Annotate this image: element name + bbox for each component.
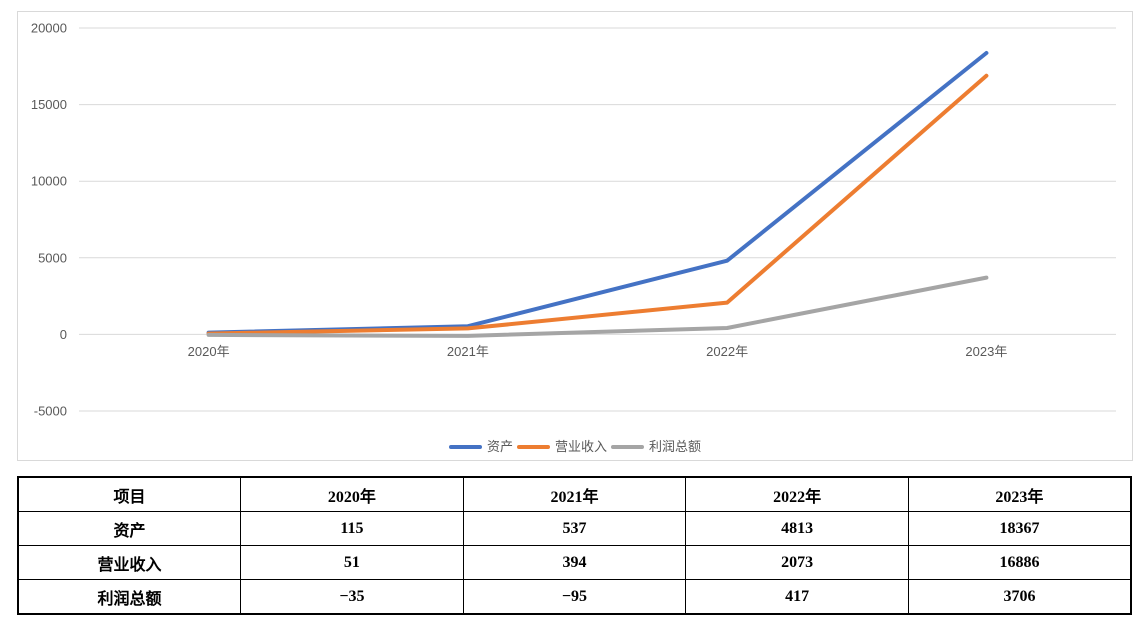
y-axis-tick-label: 20000 [31,21,67,36]
legend-item-total-profit: 利润总额 [611,440,701,453]
series-line-operating-revenue [206,73,989,336]
x-axis-tick-label: 2021年 [447,344,489,359]
chart-legend: 资产 营业收入 利润总额 [18,440,1132,453]
cell-value: 115 [240,511,464,546]
cell-value: 16886 [907,545,1132,580]
legend-line-swatch-icon [516,444,550,449]
x-axis-tick-label: 2022年 [706,344,748,359]
y-axis-tick-label: -5000 [34,404,67,419]
y-axis-tick-label: 15000 [31,97,67,112]
cell-value: 417 [685,579,909,615]
cell-value: 18367 [907,511,1132,546]
table-header-row: 项目 2020年 2021年 2022年 2023年 [17,476,1132,512]
table-header-item: 项目 [17,476,242,512]
legend-label: 利润总额 [649,439,702,454]
cell-value: 4813 [685,511,909,546]
table-header-year: 2021年 [462,476,687,512]
legend-line-swatch-icon [448,444,482,449]
legend-item-assets: 资产 [448,439,513,454]
legend-label: 营业收入 [554,439,607,454]
row-label: 利润总额 [17,579,242,615]
x-axis-tick-label: 2023年 [965,344,1007,359]
series-line-assets [206,51,989,335]
table-row-operating-revenue: 营业收入 51 394 2073 16886 [17,545,1132,580]
chart-plot-area: 20000 15000 10000 5000 0 -5000 2020年 2021年 2022年… [31,21,1116,419]
cell-value: 3706 [907,579,1132,615]
cell-value: 51 [240,545,464,580]
table-row-total-profit: 利润总额 −35 −95 417 3706 [17,579,1132,615]
table-header-year: 2023年 [907,476,1132,512]
y-axis-tick-label: 5000 [38,250,67,265]
cell-value: −95 [462,579,687,615]
financial-line-chart: 20000 15000 10000 5000 0 -5000 2020年 2021年 2022年… [17,11,1133,461]
table-header-year: 2020年 [240,476,464,512]
y-axis-tick-label: 10000 [31,174,67,189]
legend-line-swatch-icon [611,444,644,449]
legend-item-operating-revenue: 营业收入 [516,439,607,454]
financial-data-table: 项目 2020年 2021年 2022年 2023年 资产 115 537 4813 18367… [17,476,1132,615]
legend-label: 资产 [486,439,513,454]
cell-value: 2073 [685,545,909,580]
row-label: 营业收入 [17,545,242,580]
x-axis-tick-label: 2020年 [188,344,230,359]
cell-value: 394 [462,545,687,580]
cell-value: −35 [240,579,464,615]
cell-value: 537 [462,511,687,546]
table-row-assets: 资产 115 537 4813 18367 [17,511,1132,546]
series-line-total-profit [206,275,989,338]
y-axis-tick-label: 0 [60,327,67,342]
row-label: 资产 [17,511,242,546]
table-header-year: 2022年 [685,476,909,512]
